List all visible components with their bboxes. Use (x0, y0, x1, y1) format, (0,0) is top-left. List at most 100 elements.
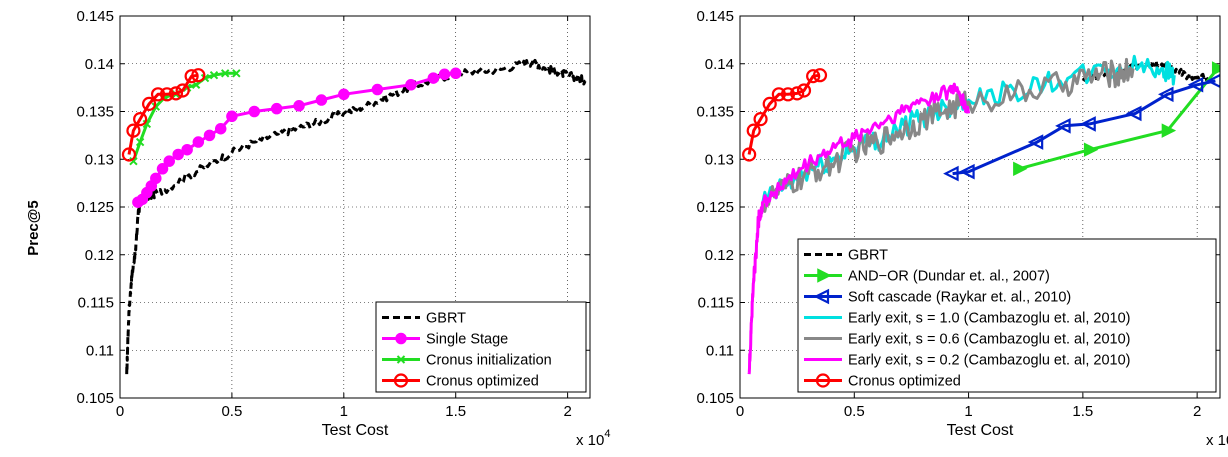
data-point (393, 373, 409, 388)
data-point (762, 96, 777, 111)
data-point (226, 110, 238, 123)
y-tick-label: 0.13 (85, 151, 114, 168)
data-point (806, 69, 821, 84)
data-point (449, 67, 462, 80)
data-point (184, 69, 199, 84)
data-point (163, 155, 175, 167)
y-tick-label: 0.145 (696, 8, 734, 25)
legend-label: Cronus optimized (426, 374, 539, 390)
data-point-stroke (396, 355, 406, 364)
legend-item: Cronus optimized (382, 373, 539, 390)
data-point (156, 163, 169, 175)
data-point (168, 86, 184, 101)
data-point (1161, 123, 1177, 138)
data-point (796, 83, 812, 98)
legend-label: AND−OR (Dundar et. al., 2007) (848, 269, 1050, 285)
data-point-stroke (232, 69, 241, 78)
legend-label: GBRT (848, 248, 888, 264)
data-point (150, 172, 162, 185)
legend-item: Soft cascade (Raykar et. al., 2010) (804, 288, 1071, 306)
x-axis-label: Test Cost (947, 422, 1014, 439)
right-chart: 0 0.5 1 1.5 2 0.105 0.11 0.115 0.12 0.125 0.13 0.13… (696, 8, 1228, 449)
data-point (338, 88, 350, 101)
data-point (746, 123, 761, 138)
data-point (1027, 134, 1044, 150)
y-tick-label: 0.12 (705, 247, 734, 264)
data-point-stroke (209, 71, 219, 80)
data-point (1083, 142, 1099, 157)
data-point (405, 79, 417, 91)
data-point (191, 68, 206, 83)
data-point (315, 94, 328, 106)
data-point (753, 112, 768, 127)
series-4 (761, 57, 1135, 213)
series-0 (1081, 59, 1210, 82)
y-tick-label: 0.105 (76, 390, 114, 407)
data-point (1080, 116, 1096, 132)
data-point (159, 87, 175, 102)
legend-item: Single Stage (382, 332, 508, 348)
x-tick-label: 1 (340, 403, 348, 420)
series-5 (747, 82, 971, 375)
legend-label: Soft cascade (Raykar et. al., 2010) (848, 290, 1071, 306)
data-point (959, 163, 975, 180)
legend-box (797, 238, 1217, 393)
data-point (209, 71, 219, 80)
data-point (135, 137, 145, 147)
data-point (815, 373, 831, 388)
data-point (126, 123, 141, 138)
legend-label: Cronus initialization (426, 353, 552, 369)
data-point (790, 86, 805, 101)
data-point (214, 122, 227, 135)
series-line (761, 57, 1135, 213)
legend: GBRT AND−OR (Dundar et. al., 2007) Soft ca… (797, 238, 1217, 393)
x-axis-label: Test Cost (322, 422, 389, 439)
data-point (129, 156, 138, 166)
data-point (943, 165, 959, 182)
legend-label: Early exit, s = 0.2 (Cambazoglu et. al, … (848, 353, 1131, 369)
axes-frame (739, 15, 1221, 399)
series-1 (132, 67, 462, 208)
y-tick-label: 0.11 (706, 342, 734, 359)
x-tick-label: 0 (736, 403, 744, 420)
data-point (293, 100, 305, 112)
data-point (175, 83, 190, 98)
y-tick-label: 0.14 (85, 56, 114, 73)
x-tick-label: 2 (563, 403, 571, 420)
data-point (817, 268, 832, 283)
data-point (1055, 118, 1071, 134)
y-tick-label: 0.14 (705, 56, 734, 73)
series-3 (121, 68, 206, 162)
series-line (125, 57, 587, 375)
data-point-stroke (129, 156, 138, 166)
data-point (203, 129, 216, 142)
x-tick-label: 1.5 (1072, 403, 1093, 420)
data-point (220, 69, 230, 78)
data-point (1157, 86, 1174, 103)
series-1 (1013, 61, 1220, 177)
data-point (150, 87, 166, 102)
data-point (812, 68, 828, 83)
series-line (1018, 67, 1219, 171)
x-tick-label: 2 (1193, 403, 1201, 420)
data-point (742, 147, 757, 162)
y-tick-label: 0.125 (696, 199, 734, 216)
data-point (371, 83, 384, 96)
y-tick-label: 0.135 (696, 104, 734, 121)
legend-item: Cronus initialization (382, 353, 552, 369)
x-tick-label: 1.5 (445, 403, 466, 420)
y-tick-label: 0.115 (698, 295, 734, 312)
data-point (396, 355, 406, 364)
data-point (1211, 61, 1220, 76)
series-0 (125, 57, 587, 375)
data-point (270, 102, 283, 115)
y-tick-label: 0.115 (78, 295, 114, 312)
legend-item: GBRT (804, 248, 888, 264)
series-2 (943, 73, 1220, 182)
legend-item: Early exit, s = 0.2 (Cambazoglu et. al, … (804, 353, 1131, 369)
data-point (395, 332, 407, 345)
data-point-stroke (135, 137, 145, 147)
y-tick-label: 0.145 (76, 8, 114, 25)
data-point (1205, 73, 1220, 88)
